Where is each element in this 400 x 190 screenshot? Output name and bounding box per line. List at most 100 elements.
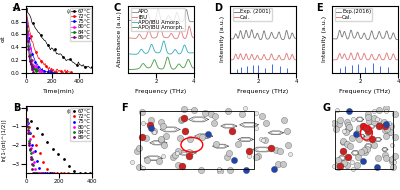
80°C: [39, 172, 44, 174]
80°C: [29, 147, 34, 150]
89°C: [24, 120, 29, 122]
75°C: [42, 172, 47, 174]
X-axis label: Frequency (THz): Frequency (THz): [238, 89, 289, 94]
Cal.: [284, 52, 289, 55]
Line: 75°C: 75°C: [25, 108, 53, 174]
67°C: [49, 146, 54, 148]
Cal.: [370, 54, 375, 56]
Exp.(2016): [395, 39, 400, 41]
IBU: [192, 37, 196, 39]
89°C: [31, 68, 36, 70]
75°C: [38, 168, 42, 170]
Y-axis label: Intensity (a.u.): Intensity (a.u.): [220, 16, 224, 62]
89°C: [25, 41, 30, 43]
72°C: [28, 127, 33, 130]
80°C: [35, 172, 40, 174]
80°C: [34, 171, 38, 174]
67°C: [45, 141, 50, 143]
84°C: [25, 124, 30, 126]
80°C: [27, 45, 32, 47]
84°C: [34, 172, 39, 174]
Line: 80°C: 80°C: [25, 106, 43, 174]
72°C: [34, 144, 39, 147]
APO/IBU Amorp.: [164, 49, 169, 51]
84°C: [32, 172, 36, 174]
75°C: [29, 48, 34, 50]
75°C: [47, 172, 52, 174]
67°C: [90, 66, 94, 69]
67°C: [38, 131, 43, 133]
75°C: [24, 113, 29, 115]
72°C: [34, 53, 39, 55]
89°C: [28, 157, 33, 160]
75°C: [34, 157, 39, 160]
80°C: [39, 172, 44, 174]
Text: (b): (b): [67, 109, 74, 114]
84°C: [32, 172, 37, 174]
84°C: [24, 117, 29, 120]
75°C: [31, 145, 36, 147]
67°C: [84, 172, 89, 174]
75°C: [27, 37, 32, 40]
84°C: [33, 172, 38, 174]
67°C: [79, 172, 84, 174]
89°C: [30, 168, 35, 170]
80°C: [28, 143, 33, 145]
72°C: [61, 172, 66, 174]
80°C: [30, 151, 35, 153]
80°C: [37, 172, 42, 174]
89°C: [24, 10, 28, 12]
72°C: [52, 172, 57, 174]
89°C: [26, 136, 31, 138]
72°C: [48, 172, 53, 174]
72°C: [40, 154, 45, 157]
Y-axis label: Intensity (a.u.): Intensity (a.u.): [322, 16, 327, 62]
72°C: [58, 172, 63, 174]
IBU: [130, 37, 134, 40]
Cal.: [228, 59, 232, 61]
80°C: [24, 113, 29, 116]
84°C: [32, 172, 37, 174]
67°C: [50, 147, 55, 150]
72°C: [30, 135, 35, 137]
72°C: [49, 172, 54, 174]
80°C: [34, 172, 39, 174]
67°C: [54, 150, 59, 152]
72°C: [26, 121, 31, 123]
75°C: [30, 53, 35, 55]
67°C: [29, 120, 34, 123]
75°C: [33, 152, 38, 154]
75°C: [46, 172, 50, 174]
80°C: [41, 71, 46, 74]
75°C: [39, 172, 44, 174]
Exp. (2001): [266, 38, 271, 40]
84°C: [26, 130, 30, 132]
75°C: [44, 172, 48, 174]
Exp. (2001): [232, 36, 236, 38]
Cal.: [268, 56, 272, 59]
80°C: [39, 172, 44, 174]
72°C: [32, 136, 36, 138]
80°C: [25, 117, 30, 119]
Cal.: [284, 52, 289, 55]
80°C: [27, 135, 32, 137]
67°C: [33, 126, 38, 129]
Cal.: [330, 59, 334, 61]
Exp.(2016): [370, 30, 375, 33]
89°C: [30, 172, 35, 174]
APO/IBU Amorp.: [130, 53, 134, 55]
APO/IBU Amorph.: [182, 65, 187, 67]
89°C: [30, 163, 34, 165]
84°C: [34, 172, 39, 174]
80°C: [35, 172, 40, 174]
84°C: [28, 142, 32, 145]
APO/IBU Amorph.: [168, 64, 172, 66]
80°C: [37, 172, 42, 174]
67°C: [28, 120, 32, 123]
72°C: [53, 172, 58, 174]
72°C: [43, 164, 48, 167]
89°C: [26, 129, 30, 131]
89°C: [26, 132, 31, 135]
67°C: [88, 67, 93, 69]
Text: (a): (a): [67, 9, 74, 14]
